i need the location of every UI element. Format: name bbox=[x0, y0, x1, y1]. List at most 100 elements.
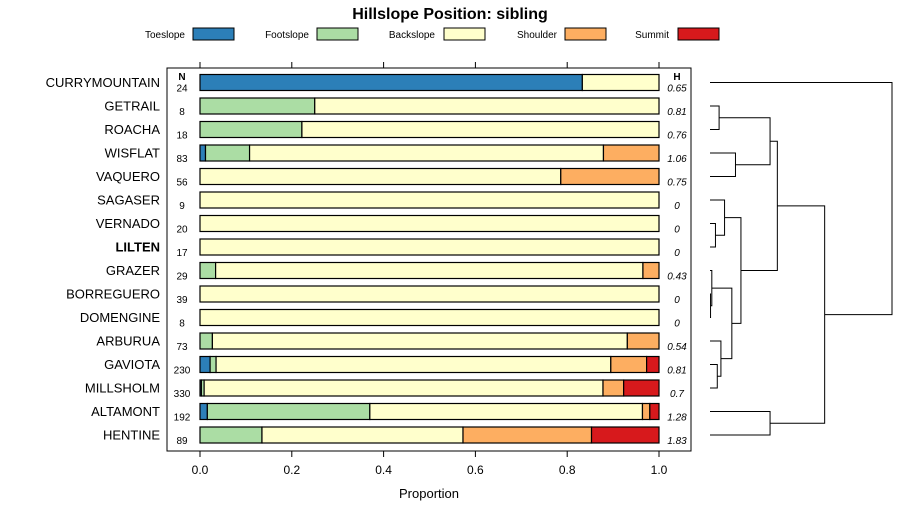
n-value-roacha: 18 bbox=[176, 131, 188, 142]
bar-borreguero-backslope bbox=[199, 285, 660, 303]
h-value-currymountain: 0.65 bbox=[667, 84, 687, 95]
n-value-vernado: 20 bbox=[176, 225, 188, 236]
row-label-lilten: LILTEN bbox=[115, 240, 160, 255]
n-value-grazer: 29 bbox=[176, 272, 188, 283]
n-value-hentine: 89 bbox=[176, 436, 188, 447]
bar-wisflat-footslope bbox=[204, 144, 251, 162]
row-annotations: 24 0.65 8 0.81 18 0.76 83 1.06 56 0.75 9 0 20 0 17 0 29 0… bbox=[174, 84, 688, 448]
bar-millsholm-shoulder bbox=[602, 379, 625, 397]
bar-arburua-backslope bbox=[211, 332, 628, 350]
h-value-vaquero: 0.75 bbox=[667, 178, 687, 189]
bar-millsholm-backslope bbox=[203, 379, 604, 397]
bar-hentine-shoulder bbox=[462, 426, 593, 444]
row-label-getrail: GETRAIL bbox=[104, 99, 160, 114]
n-column-header: N bbox=[178, 72, 185, 83]
dendrogram-branch bbox=[770, 205, 826, 424]
h-value-lilten: 0 bbox=[674, 248, 680, 259]
n-value-arburua: 73 bbox=[176, 342, 188, 353]
legend-label-backslope: Backslope bbox=[389, 30, 436, 41]
dendrogram-branch bbox=[710, 82, 893, 316]
x-axis-title: Proportion bbox=[399, 486, 459, 501]
bar-grazer-footslope bbox=[199, 261, 217, 280]
dendrogram-branch bbox=[710, 340, 722, 377]
row-label-roacha: ROACHA bbox=[104, 122, 160, 137]
bar-grazer-shoulder bbox=[642, 261, 660, 280]
bar-gaviota-shoulder bbox=[610, 355, 648, 374]
dendrogram-branch bbox=[719, 117, 771, 166]
bar-grazer-backslope bbox=[215, 261, 644, 280]
bar-domengine-backslope bbox=[199, 308, 660, 327]
row-label-millsholm: MILLSHOLM bbox=[85, 381, 160, 396]
h-value-gaviota: 0.81 bbox=[667, 366, 686, 377]
h-value-borreguero: 0 bbox=[674, 295, 680, 306]
row-label-hentine: HENTINE bbox=[103, 428, 160, 443]
h-column-header: H bbox=[673, 72, 680, 83]
bar-sagaser-backslope bbox=[199, 191, 660, 209]
bar-wisflat-shoulder bbox=[602, 144, 660, 162]
legend-label-shoulder: Shoulder bbox=[517, 30, 558, 41]
dendrogram-branch bbox=[710, 364, 718, 389]
x-tick-label: 0.6 bbox=[467, 463, 484, 477]
row-label-currymountain: CURRYMOUNTAIN bbox=[46, 75, 160, 90]
bar-arburua-shoulder bbox=[626, 332, 660, 350]
row-label-vernado: VERNADO bbox=[96, 216, 160, 231]
dendrogram-branch bbox=[724, 217, 742, 324]
x-tick-label: 0.2 bbox=[283, 463, 300, 477]
bar-altamont-backslope bbox=[369, 402, 644, 421]
n-value-lilten: 17 bbox=[176, 248, 188, 259]
n-value-sagaser: 9 bbox=[179, 201, 185, 212]
chart-title: Hillslope Position: sibling bbox=[352, 6, 548, 23]
row-label-gaviota: GAVIOTA bbox=[104, 357, 160, 372]
legend-swatch-shoulder bbox=[564, 27, 607, 41]
bar-currymountain-toeslope bbox=[199, 73, 583, 92]
n-value-getrail: 8 bbox=[179, 107, 185, 118]
h-value-roacha: 0.76 bbox=[667, 131, 687, 142]
legend-swatch-backslope bbox=[443, 27, 486, 41]
bar-vernado-backslope bbox=[199, 214, 660, 233]
bar-getrail-backslope bbox=[314, 97, 660, 115]
bar-altamont-toeslope bbox=[199, 402, 208, 421]
plot-panel bbox=[166, 67, 692, 452]
dendrogram-branch bbox=[710, 223, 716, 248]
x-tick-label: 1.0 bbox=[651, 463, 668, 477]
legend-label-footslope: Footslope bbox=[265, 30, 309, 41]
dendrogram-branch bbox=[710, 199, 726, 236]
bar-currymountain-backslope bbox=[581, 73, 660, 92]
dendrogram-branch bbox=[710, 411, 771, 436]
bar-lilten-backslope bbox=[199, 238, 660, 256]
dendrogram-branch bbox=[710, 293, 712, 318]
bar-gaviota-summit bbox=[646, 355, 660, 374]
dendrogram-branch bbox=[710, 105, 720, 130]
n-value-wisflat: 83 bbox=[176, 154, 188, 165]
dendrogram-branch bbox=[740, 140, 778, 271]
series-labels: CURRYMOUNTAIN GETRAIL ROACHA WISFLAT VAQUERO… bbox=[46, 75, 161, 443]
legend-label-toeslope: Toeslope bbox=[145, 30, 185, 41]
bar-hentine-footslope bbox=[199, 426, 263, 444]
bar-hentine-summit bbox=[590, 426, 660, 444]
x-axis: 0.0 0.2 0.4 0.6 0.8 1.0 bbox=[192, 62, 668, 477]
bar-roacha-footslope bbox=[199, 120, 303, 139]
row-label-borreguero: BORREGUERO bbox=[66, 287, 160, 302]
bar-roacha-backslope bbox=[301, 120, 660, 139]
x-tick-label: 0.4 bbox=[375, 463, 392, 477]
bars bbox=[199, 73, 660, 444]
h-value-getrail: 0.81 bbox=[667, 107, 686, 118]
h-value-grazer: 0.43 bbox=[667, 272, 687, 283]
bar-wisflat-toeslope bbox=[199, 144, 207, 162]
bar-arburua-footslope bbox=[199, 332, 213, 350]
bar-getrail-footslope bbox=[199, 97, 316, 115]
dendrogram bbox=[710, 82, 893, 436]
h-value-millsholm: 0.7 bbox=[670, 389, 684, 400]
bar-vaquero-backslope bbox=[199, 167, 562, 186]
h-value-hentine: 1.83 bbox=[667, 436, 687, 447]
legend-swatch-footslope bbox=[316, 27, 359, 41]
legend-swatch-toeslope bbox=[192, 27, 235, 41]
row-label-vaquero: VAQUERO bbox=[96, 169, 160, 184]
n-value-gaviota: 230 bbox=[174, 366, 191, 377]
h-value-vernado: 0 bbox=[674, 225, 680, 236]
n-value-domengine: 8 bbox=[179, 319, 185, 330]
n-value-borreguero: 39 bbox=[176, 295, 188, 306]
bar-vaquero-shoulder bbox=[560, 167, 660, 186]
n-value-currymountain: 24 bbox=[176, 84, 188, 95]
row-label-sagaser: SAGASER bbox=[97, 193, 160, 208]
